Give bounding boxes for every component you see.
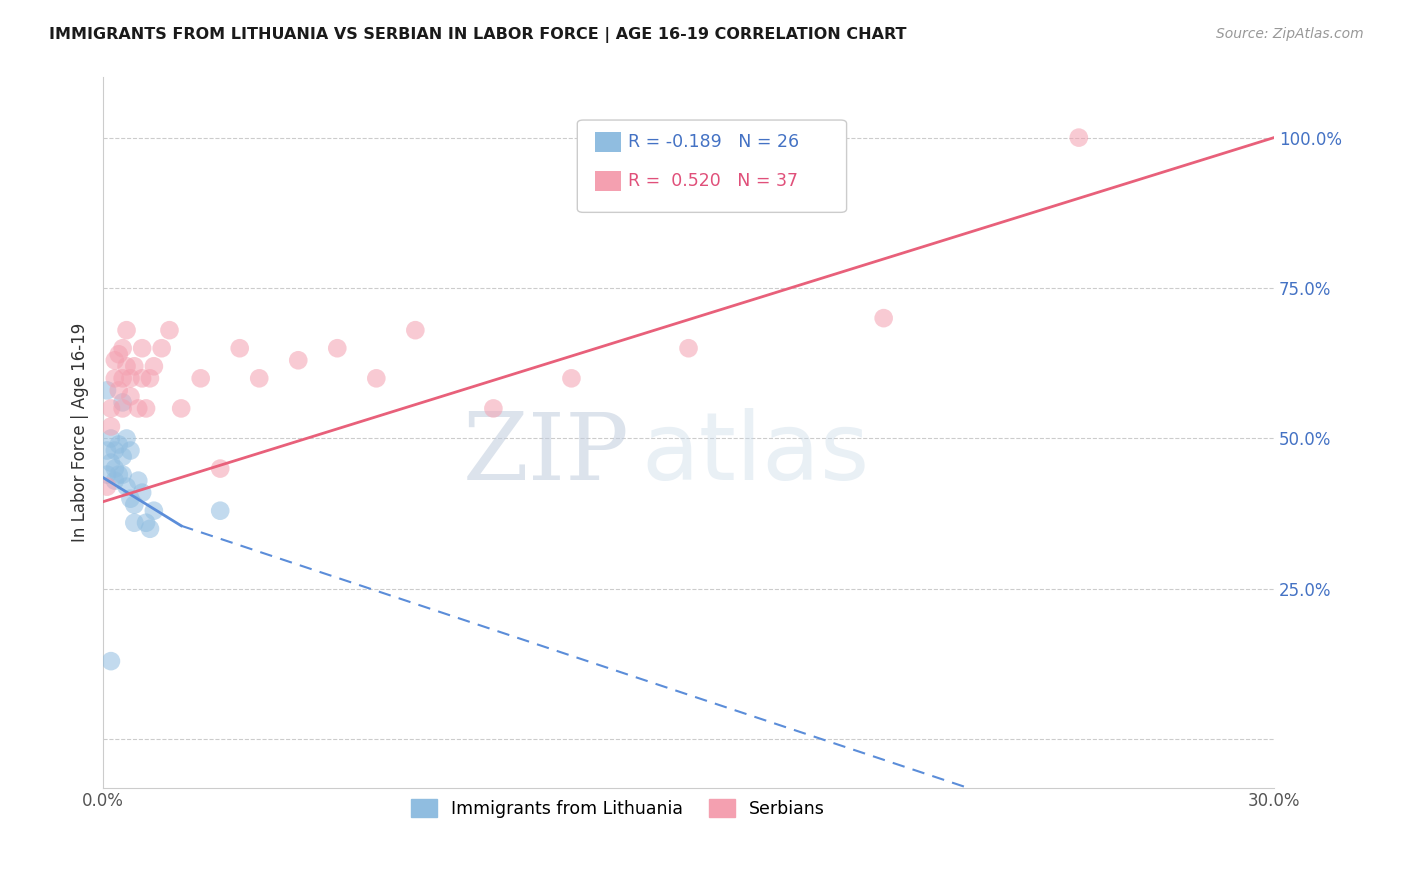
Point bbox=[142, 504, 165, 518]
Text: atlas: atlas bbox=[641, 408, 870, 500]
Point bbox=[131, 485, 153, 500]
Point bbox=[142, 359, 165, 374]
Text: ZIP: ZIP bbox=[463, 409, 630, 499]
Point bbox=[124, 359, 146, 374]
Point bbox=[96, 384, 118, 398]
Point bbox=[247, 371, 270, 385]
Point bbox=[111, 450, 134, 464]
Point bbox=[104, 443, 127, 458]
Point bbox=[482, 401, 505, 416]
Point bbox=[228, 341, 250, 355]
Point bbox=[127, 401, 149, 416]
Point bbox=[120, 389, 142, 403]
Point bbox=[96, 480, 118, 494]
Point bbox=[326, 341, 349, 355]
Point bbox=[678, 341, 700, 355]
Text: R =  0.520   N = 37: R = 0.520 N = 37 bbox=[627, 172, 797, 190]
Point bbox=[115, 432, 138, 446]
Point bbox=[139, 522, 162, 536]
Point bbox=[111, 395, 134, 409]
Text: IMMIGRANTS FROM LITHUANIA VS SERBIAN IN LABOR FORCE | AGE 16-19 CORRELATION CHAR: IMMIGRANTS FROM LITHUANIA VS SERBIAN IN … bbox=[49, 27, 907, 43]
Point bbox=[1067, 130, 1090, 145]
Point bbox=[190, 371, 212, 385]
Point bbox=[115, 359, 138, 374]
Point bbox=[96, 443, 118, 458]
FancyBboxPatch shape bbox=[595, 132, 620, 152]
Point bbox=[115, 323, 138, 337]
Point bbox=[139, 371, 162, 385]
Point bbox=[131, 341, 153, 355]
Point bbox=[100, 401, 122, 416]
Point bbox=[107, 437, 129, 451]
Point bbox=[100, 419, 122, 434]
Point bbox=[124, 516, 146, 530]
Point bbox=[209, 504, 232, 518]
Point bbox=[124, 498, 146, 512]
FancyBboxPatch shape bbox=[578, 120, 846, 212]
Point bbox=[107, 467, 129, 482]
Point bbox=[120, 491, 142, 506]
FancyBboxPatch shape bbox=[595, 171, 620, 191]
Point bbox=[104, 474, 127, 488]
Point bbox=[404, 323, 426, 337]
Point bbox=[872, 311, 894, 326]
Point bbox=[107, 384, 129, 398]
Point bbox=[131, 371, 153, 385]
Point bbox=[100, 432, 122, 446]
Point bbox=[107, 347, 129, 361]
Legend: Immigrants from Lithuania, Serbians: Immigrants from Lithuania, Serbians bbox=[405, 792, 832, 825]
Point bbox=[127, 474, 149, 488]
Text: Source: ZipAtlas.com: Source: ZipAtlas.com bbox=[1216, 27, 1364, 41]
Point bbox=[111, 371, 134, 385]
Point bbox=[100, 654, 122, 668]
Point bbox=[120, 443, 142, 458]
Point bbox=[104, 461, 127, 475]
Point bbox=[111, 467, 134, 482]
Text: R = -0.189   N = 26: R = -0.189 N = 26 bbox=[627, 133, 799, 151]
Point bbox=[150, 341, 173, 355]
Point bbox=[100, 456, 122, 470]
Point bbox=[135, 401, 157, 416]
Point bbox=[159, 323, 181, 337]
Point bbox=[366, 371, 388, 385]
Point bbox=[104, 353, 127, 368]
Point bbox=[120, 371, 142, 385]
Point bbox=[209, 461, 232, 475]
Point bbox=[287, 353, 309, 368]
Point bbox=[115, 480, 138, 494]
Point bbox=[560, 371, 582, 385]
Point bbox=[111, 341, 134, 355]
Point bbox=[135, 516, 157, 530]
Y-axis label: In Labor Force | Age 16-19: In Labor Force | Age 16-19 bbox=[72, 323, 89, 542]
Point bbox=[96, 467, 118, 482]
Point bbox=[104, 371, 127, 385]
Point bbox=[170, 401, 193, 416]
Point bbox=[111, 401, 134, 416]
